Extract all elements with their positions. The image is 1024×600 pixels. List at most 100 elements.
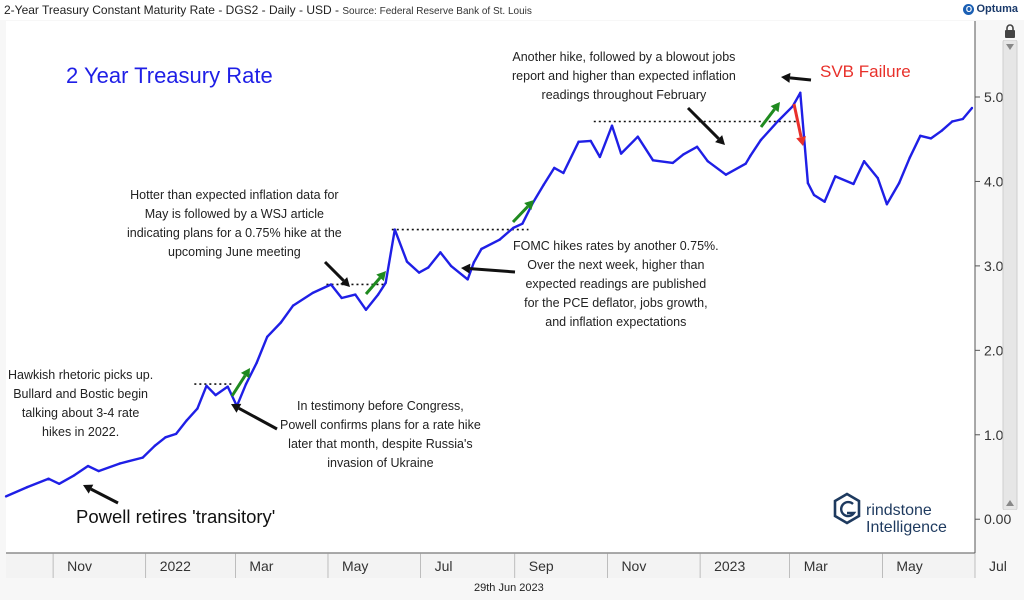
data-point-25 [340,296,343,300]
data-point-3 [57,482,61,485]
data-point-51 [636,135,640,138]
data-point-77 [951,120,954,123]
data-point-20 [266,335,269,339]
data-point-15 [214,393,217,397]
optuma-icon: O [963,3,975,15]
data-point-21 [279,321,283,324]
pointer-hotter-head [340,277,350,287]
x-axis-band [6,554,975,578]
data-point-10 [164,436,167,439]
chart-source: Source: Federal Reserve Bank of St. Loui… [342,6,532,17]
data-point-52 [651,159,655,162]
data-point-30 [393,228,397,231]
pointer-another-hike-head [715,135,725,145]
annotation-svb: SVB Failure [820,62,911,81]
data-point-1 [26,485,29,489]
up-arrow-june22-shaft [364,276,382,295]
data-point-26 [354,293,357,296]
zoom-scrollbar[interactable] [1001,40,1019,510]
data-point-65 [812,193,816,197]
pointer-testimony-head [231,403,242,413]
data-point-33 [427,266,430,269]
x-tick-label-1: 2022 [160,558,191,574]
data-point-39 [498,238,501,241]
data-point-34 [439,251,442,254]
data-point-57 [724,173,728,176]
data-point-24 [329,283,333,286]
data-point-31 [405,260,409,263]
data-point-36 [466,278,469,281]
data-point-73 [908,156,911,159]
data-point-56 [706,159,709,163]
data-point-32 [417,271,421,274]
x-tick-label-4: Jul [435,558,453,574]
data-point-12 [185,419,188,422]
data-point-35 [449,264,453,268]
annotation-another-hike: Another hike, followed by a blowout jobs… [512,50,736,102]
data-point-49 [610,124,614,127]
data-point-75 [929,137,933,140]
pointer-hotter-shaft [323,260,345,282]
pointer-another-hike-shaft [686,106,720,140]
pointer-fomc-shaft [469,267,516,274]
pointer-testimony-shaft [238,406,278,431]
data-point-27 [364,308,368,311]
pointer-svb-head [781,72,791,83]
chart-header-title: 2-Year Treasury Constant Maturity Rate -… [4,3,532,17]
data-point-68 [852,182,855,186]
data-point-2 [47,477,50,480]
down-arrow-svb-shaft [792,103,803,138]
x-tick-label-10: Jul [989,558,1007,574]
grindstone-hex-g-icon [833,492,861,525]
data-point-45 [562,171,565,175]
data-point-71 [885,203,889,206]
data-point-22 [291,304,295,307]
current-date-label: 29th Jun 2023 [474,582,544,594]
pointer-fomc-head [461,263,471,274]
data-point-60 [759,138,763,142]
data-point-40 [512,226,515,230]
data-point-79 [970,106,974,110]
x-tick-label-8: Mar [804,558,828,574]
x-tick-label-3: May [342,558,368,574]
data-point-53 [671,161,674,165]
data-point-0 [4,495,8,498]
data-point-19 [255,361,258,365]
data-point-48 [598,155,602,159]
pointer-svb-shaft [789,76,812,82]
annotation-hotter-inflation: Hotter than expected inflation data for … [127,188,342,259]
chart-title: 2 Year Treasury Rate [66,63,273,88]
data-point-23 [311,291,314,295]
x-tick-label-9: May [896,558,922,574]
up-arrow-march22-head [240,368,250,379]
data-point-4 [73,474,76,477]
data-point-76 [940,129,943,132]
data-point-18 [244,382,248,386]
data-point-37 [472,261,475,264]
data-point-46 [577,140,580,143]
x-tick-label-6: Nov [621,558,646,574]
plot-area [6,21,975,553]
data-point-13 [196,407,199,410]
lock-icon[interactable] [1002,23,1018,39]
data-point-28 [376,293,380,296]
data-point-72 [897,181,901,185]
data-point-74 [919,134,922,138]
logo-line-2: Intelligence [866,519,947,536]
up-arrow-sep22-shaft [511,205,529,224]
data-point-58 [744,162,747,165]
up-arrow-sep22-head [524,200,534,210]
data-point-63 [799,91,802,94]
data-point-61 [776,120,779,123]
data-point-5 [86,464,90,468]
x-tick-label-0: Nov [67,558,92,574]
data-point-41 [521,222,524,225]
up-arrow-june22-head [376,271,386,282]
data-point-64 [806,181,810,185]
data-point-43 [542,183,545,187]
annotation-fomc: FOMC hikes rates by another 0.75%. Over … [513,239,719,329]
data-point-50 [619,152,623,155]
data-point-16 [226,385,229,388]
up-arrow-march22-shaft [230,374,247,397]
